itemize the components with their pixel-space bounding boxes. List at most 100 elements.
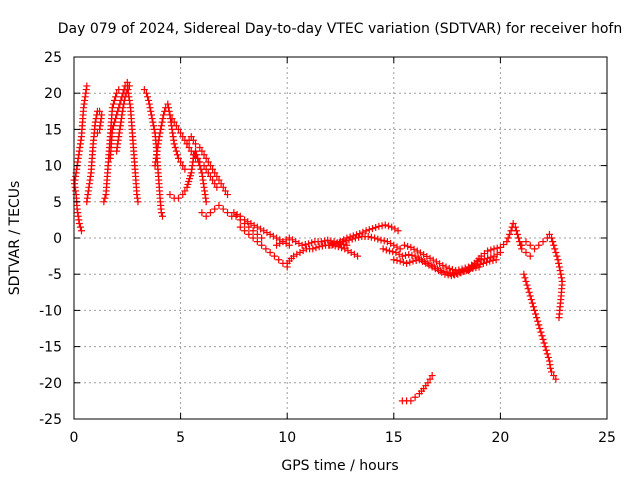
data-point-marker [236, 212, 244, 220]
data-point-marker [150, 122, 158, 130]
data-point-marker [192, 154, 200, 162]
data-point-marker [509, 220, 517, 228]
data-point-marker [189, 136, 197, 144]
data-point-marker [298, 241, 306, 249]
data-point-marker [407, 243, 415, 251]
data-point-marker [166, 111, 174, 119]
data-point-marker [550, 241, 558, 249]
data-point-marker [209, 176, 217, 184]
data-point-marker [233, 210, 241, 218]
data-point-marker [122, 89, 130, 97]
data-point-marker [329, 241, 337, 249]
data-point-marker [388, 223, 396, 231]
data-point-marker [339, 238, 347, 246]
data-point-marker [441, 270, 449, 278]
data-point-marker [533, 314, 541, 322]
data-point-marker [125, 82, 133, 90]
data-point-marker [544, 353, 552, 361]
data-point-marker [202, 165, 210, 173]
data-point-marker [111, 118, 119, 126]
data-point-marker [407, 397, 415, 405]
data-point-marker [448, 265, 456, 273]
data-point-marker [108, 104, 116, 112]
data-point-marker [317, 238, 325, 246]
data-point-marker [552, 248, 560, 256]
data-point-marker [428, 372, 436, 380]
data-point-marker [528, 299, 536, 307]
data-point-marker [189, 151, 197, 159]
data-point-marker [250, 221, 258, 229]
data-point-marker [535, 241, 543, 249]
data-point-marker [395, 250, 403, 258]
data-point-marker [150, 125, 158, 133]
data-point-marker [324, 236, 332, 244]
data-point-marker [120, 100, 128, 108]
data-point-marker [109, 122, 117, 130]
data-point-marker [215, 201, 223, 209]
data-point-marker [165, 107, 173, 115]
data-point-marker [142, 89, 150, 97]
data-point-marker [217, 180, 225, 188]
data-point-marker [253, 238, 261, 246]
data-point-marker [123, 86, 131, 94]
x-tick-label: 10 [278, 430, 296, 446]
data-point-marker [536, 325, 544, 332]
data-point-marker [147, 111, 155, 119]
y-tick-label: -10 [39, 303, 62, 319]
data-point-marker [396, 257, 404, 265]
series-arc-2 [71, 82, 91, 184]
data-point-marker [308, 239, 316, 247]
series-arc-1 [70, 176, 85, 235]
data-point-marker [547, 364, 555, 372]
data-point-marker [266, 248, 274, 256]
series-arc-12 [198, 201, 266, 242]
data-point-marker [156, 129, 164, 137]
data-point-marker [393, 256, 401, 264]
data-point-marker [384, 222, 392, 230]
data-point-marker [531, 245, 539, 253]
data-point-marker [524, 285, 532, 293]
y-tick-label: 10 [44, 159, 62, 175]
data-point-marker [170, 118, 178, 126]
data-point-marker [285, 241, 293, 249]
data-point-marker [179, 133, 187, 141]
data-point-marker [211, 169, 219, 177]
data-point-marker [144, 93, 152, 101]
data-point-marker [206, 209, 214, 217]
data-point-marker [552, 375, 560, 383]
data-point-marker [181, 165, 189, 173]
data-point-marker [276, 239, 284, 247]
data-point-marker [492, 256, 500, 264]
data-point-marker [101, 194, 109, 202]
data-point-marker [403, 259, 411, 267]
data-point-marker [185, 144, 193, 151]
data-point-marker [112, 115, 120, 123]
data-point-marker [309, 245, 317, 253]
data-point-marker [523, 281, 531, 289]
data-point-marker [541, 343, 549, 351]
data-point-marker [253, 223, 261, 231]
data-point-marker [249, 234, 257, 242]
data-point-marker [539, 335, 547, 343]
data-point-marker [318, 242, 326, 250]
data-point-marker [516, 238, 524, 246]
data-point-marker [148, 115, 156, 123]
data-point-marker [484, 247, 492, 255]
data-point-marker [215, 176, 223, 184]
data-point-marker [410, 245, 418, 253]
data-point-marker [120, 96, 128, 104]
data-point-marker [392, 248, 400, 256]
data-point-marker [200, 151, 208, 159]
y-tick-label: 5 [53, 195, 62, 211]
data-point-marker [452, 267, 460, 275]
data-point-marker [241, 227, 249, 235]
data-point-marker [554, 256, 562, 264]
data-point-marker [149, 118, 157, 126]
data-point-marker [96, 125, 104, 133]
data-point-marker [476, 260, 484, 268]
data-point-marker [412, 256, 420, 264]
data-point-marker [555, 314, 563, 322]
data-point-marker [196, 144, 204, 151]
data-point-marker [113, 89, 121, 97]
data-point-marker [158, 118, 166, 126]
